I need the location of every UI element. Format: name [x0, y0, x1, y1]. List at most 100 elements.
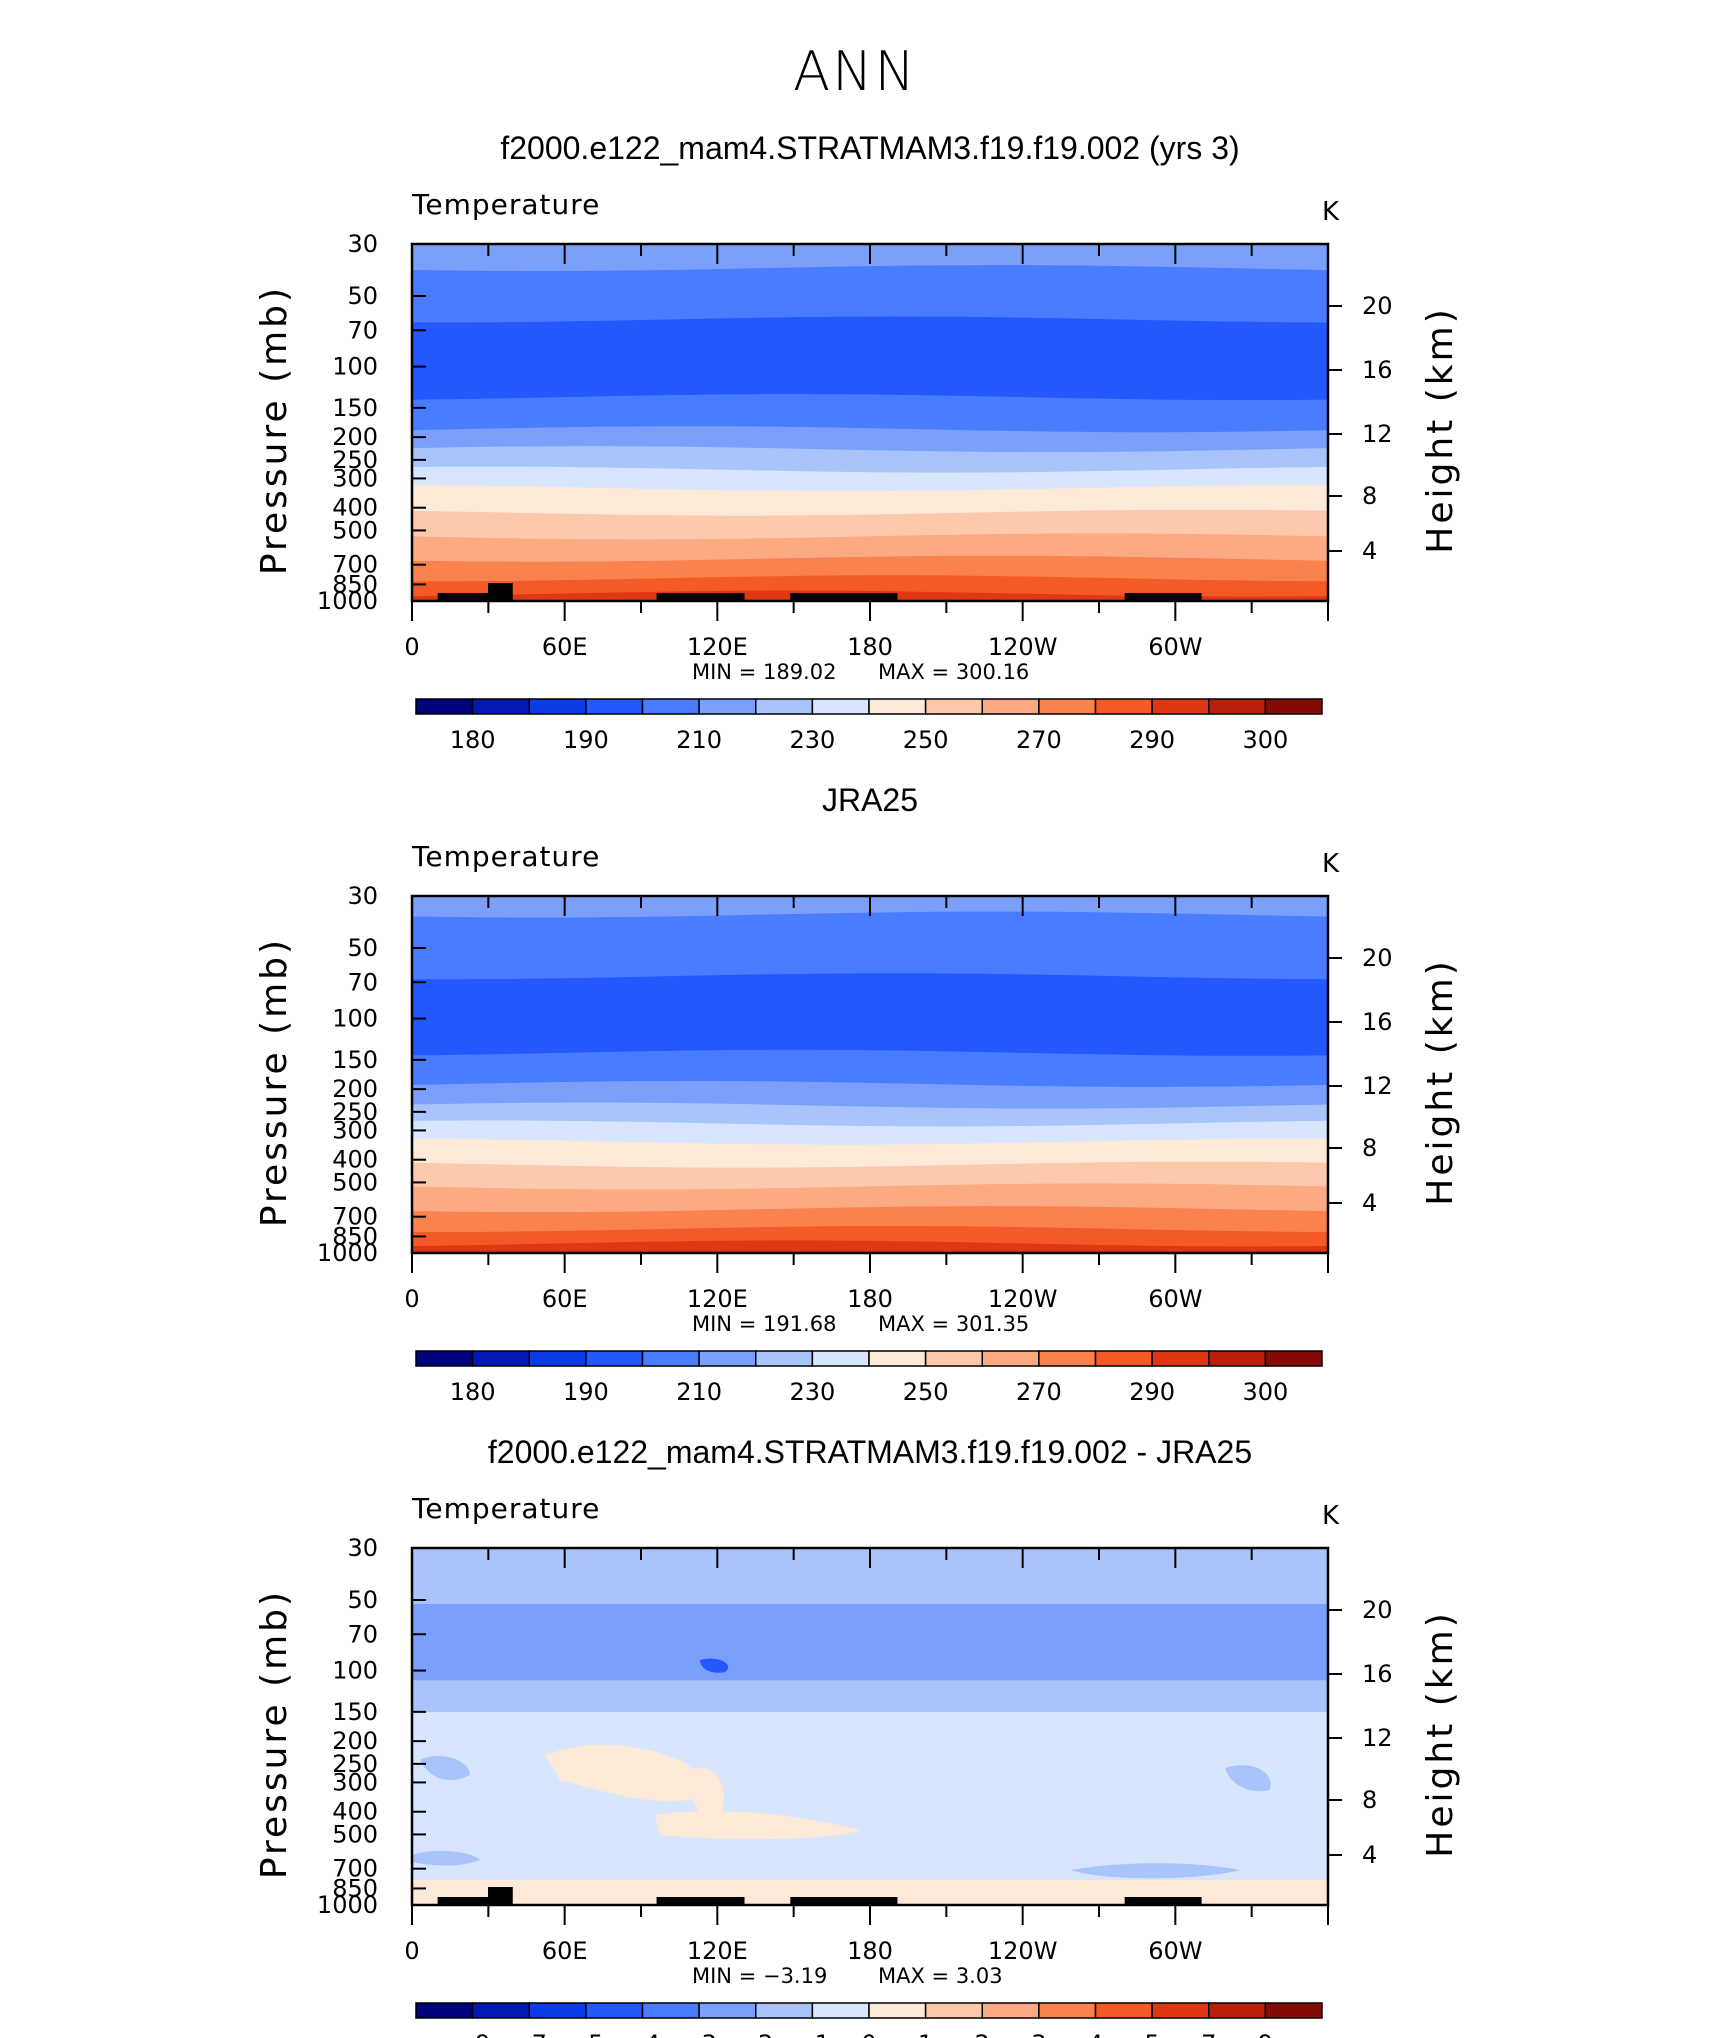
panel-2-colorbar-label: 250: [903, 1378, 949, 1406]
panel-1-colorbar-box: [415, 698, 474, 715]
panel-1-pressure-tick-label: 50: [347, 282, 378, 310]
panel-2-pressure-tick-label: 1000: [317, 1239, 378, 1267]
panel-2-height-tick-label: 4: [1362, 1189, 1377, 1217]
panel-3-colorbar-label: 4: [1088, 2030, 1103, 2038]
panel-2-colorbar-label: 270: [1016, 1378, 1062, 1406]
panel-3-colorbar-label: −3: [681, 2030, 716, 2038]
panel-2-pressure-tick-label: 200: [332, 1075, 378, 1103]
panel-2-pressure-tick-label: 70: [347, 968, 378, 996]
panel-1-colorbar-box: [585, 698, 644, 715]
panel-1-pressure-tick-label: 100: [332, 353, 378, 381]
panel-3-pressure-tick-label: 70: [347, 1620, 378, 1648]
panel-3-units-label: K: [1322, 1501, 1340, 1531]
panel-3-pressure-tick-label: 500: [332, 1820, 378, 1848]
panel-2-colorbar-box: [415, 1350, 474, 1367]
panel-3-topography: [1124, 1897, 1202, 1905]
panel-3-colorbar-box: [755, 2002, 814, 2019]
panel-2-colorbar-label: 290: [1129, 1378, 1175, 1406]
panel-2-colorbar-label: 230: [789, 1378, 835, 1406]
panel-1-colorbar-box: [471, 698, 530, 715]
panel-1-x-tick-label: 180: [847, 633, 893, 661]
panel-2-colorbar-box: [1264, 1350, 1323, 1367]
figure-title: ANN: [793, 40, 917, 103]
panel-3-pressure-tick-label: 1000: [317, 1891, 378, 1919]
panel-2-colorbar-box: [924, 1350, 983, 1367]
panel-1-ylabel-right: Height (km): [1420, 306, 1461, 553]
panel-3-x-tick-label: 60E: [542, 1937, 588, 1965]
panel-1-colorbar-box: [981, 698, 1040, 715]
panel-3-pressure-tick-label: 150: [332, 1698, 378, 1726]
panel-1-x-tick-label: 120E: [687, 633, 748, 661]
panel-2-colorbar-box: [811, 1350, 870, 1367]
panel-1-colorbar-box: [641, 698, 700, 715]
panel-1-plot: [412, 244, 1328, 601]
panel-2-pressure-tick-label: 50: [347, 934, 378, 962]
panel-2-contour-band: [412, 1240, 1328, 1253]
panel-1-pressure-tick-label: 70: [347, 316, 378, 344]
panel-3-surface-band: [412, 1880, 1328, 1905]
panel-3-height-tick-label: 16: [1362, 1660, 1393, 1688]
panel-3-pressure-tick-label: 400: [332, 1798, 378, 1826]
panel-2-colorbar-box: [868, 1350, 927, 1367]
panel-1-colorbar-label: 290: [1129, 726, 1175, 754]
panel-3-colorbar-box: [528, 2002, 587, 2019]
panel-2-colorbar-box: [1038, 1350, 1097, 1367]
panel-1-height-tick-label: 16: [1362, 356, 1393, 384]
panel-3-colorbar-box: [1151, 2002, 1210, 2019]
panel-3-colorbar-label: 2: [975, 2030, 990, 2038]
panel-3-topography: [790, 1897, 898, 1905]
panel-1-topography: [488, 583, 513, 601]
panel-1-pressure-tick-label: 250: [332, 446, 378, 474]
panel-2-pressure-tick-label: 100: [332, 1005, 378, 1033]
panel-2-colorbar-box: [528, 1350, 587, 1367]
panel-2-colorbar-label: 180: [450, 1378, 496, 1406]
panel-3-colorbar-label: 0: [861, 2030, 876, 2038]
panel-3-colorbar-label: −9: [455, 2030, 490, 2038]
panel-3-negative-anomaly: [420, 1755, 470, 1780]
panel-2-x-tick-label: 120W: [988, 1285, 1058, 1313]
panel-2-pressure-tick-label: 500: [332, 1168, 378, 1196]
panel-3-pressure-tick-label: 700: [332, 1855, 378, 1883]
panel-2-colorbar-box: [585, 1350, 644, 1367]
panel-1-topography: [437, 593, 493, 601]
panel-1-colorbar-box: [868, 698, 927, 715]
panel-2-x-tick-label: 60W: [1148, 1285, 1202, 1313]
panel-1-pressure-tick-label: 200: [332, 423, 378, 451]
panel-3-colorbar-label: −4: [625, 2030, 660, 2038]
panel-2-height-tick-label: 16: [1362, 1008, 1393, 1036]
panel-3-colorbar-label: 9: [1258, 2030, 1273, 2038]
panel-2-plot: [412, 896, 1328, 1253]
panel-3-pressure-tick-label: 300: [332, 1768, 378, 1796]
panel-1-topography: [1124, 593, 1202, 601]
panel-3-negative-anomaly: [412, 1850, 480, 1866]
panel-1-x-tick-label: 120W: [988, 633, 1058, 661]
panel-3-title: f2000.e122_mam4.STRATMAM3.f19.f19.002 - …: [487, 1434, 1253, 1470]
panel-2-min-label: MIN = 191.68: [692, 1312, 836, 1336]
panel-1-x-tick-label: 60W: [1148, 633, 1202, 661]
panel-2-units-label: K: [1322, 849, 1340, 879]
panel-3-negative-anomaly: [900, 1627, 1150, 1637]
panel-3-x-tick-label: 120W: [988, 1937, 1058, 1965]
panel-1-height-tick-label: 12: [1362, 420, 1393, 448]
panel-1-colorbar-box: [1094, 698, 1153, 715]
panel-3-x-tick-label: 60W: [1148, 1937, 1202, 1965]
panel-1-colorbar-label: 300: [1242, 726, 1288, 754]
panel-2-variable-label: Temperature: [411, 840, 600, 873]
panel-1-colorbar-box: [528, 698, 587, 715]
panel-3-colorbar-box: [1038, 2002, 1097, 2019]
panel-3-colorbar-box: [1094, 2002, 1153, 2019]
panel-1-height-tick-label: 8: [1362, 482, 1377, 510]
panel-1-pressure-tick-label: 300: [332, 464, 378, 492]
panel-1-min-label: MIN = 189.02: [692, 660, 836, 684]
panel-3-topography: [656, 1897, 745, 1905]
panel-1-colorbar-box: [755, 698, 814, 715]
panel-3-pressure-tick-label: 200: [332, 1727, 378, 1755]
panel-3-pressure-tick-label: 50: [347, 1586, 378, 1614]
panel-3-positive-anomaly: [690, 1768, 724, 1822]
panel-2-pressure-tick-label: 30: [347, 882, 378, 910]
panel-1-colorbar-box: [1038, 698, 1097, 715]
panel-2-pressure-tick-label: 300: [332, 1116, 378, 1144]
panel-3-colorbar-box: [1264, 2002, 1323, 2019]
panel-3-colorbar-box: [471, 2002, 530, 2019]
